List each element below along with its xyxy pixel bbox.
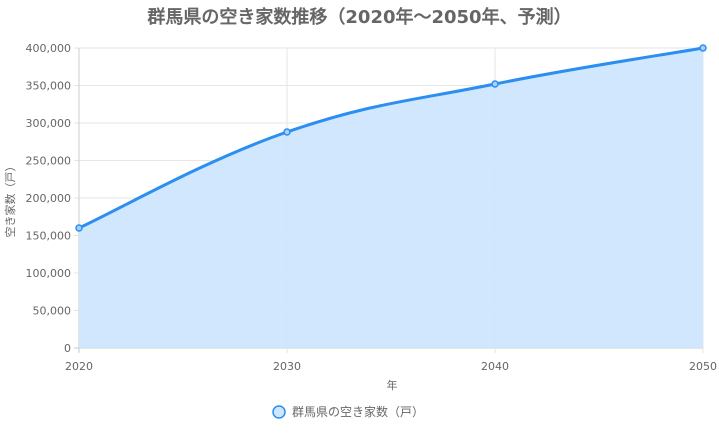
y-axis-title: 空き家数（戸） bbox=[3, 161, 17, 238]
y-axis-ticks: 0 50,000 100,000 150,000 200,000 250,000 300,0… bbox=[26, 42, 72, 355]
y-tick-label: 50,000 bbox=[33, 305, 72, 318]
data-point[interactable] bbox=[283, 128, 291, 136]
x-tick-label: 2030 bbox=[273, 360, 301, 373]
y-tick-label: 250,000 bbox=[26, 155, 72, 168]
y-tick-label: 350,000 bbox=[26, 80, 72, 93]
y-tick-label: 400,000 bbox=[26, 42, 72, 55]
y-tick-label: 100,000 bbox=[26, 267, 72, 280]
x-axis-ticks: 2020 2030 2040 2050 bbox=[65, 360, 717, 373]
series-area bbox=[75, 44, 707, 348]
chart-title: 群馬県の空き家数推移（2020年～2050年、予測） bbox=[147, 6, 571, 28]
series-area-fill bbox=[79, 48, 703, 348]
data-point[interactable] bbox=[699, 44, 707, 52]
legend-label[interactable]: 群馬県の空き家数（戸） bbox=[292, 404, 424, 419]
series-line bbox=[77, 46, 705, 230]
data-point[interactable] bbox=[75, 224, 83, 232]
legend[interactable]: 群馬県の空き家数（戸） bbox=[272, 404, 424, 419]
y-tick-label: 0 bbox=[64, 342, 71, 355]
x-axis-title: 年 bbox=[387, 378, 398, 392]
legend-swatch[interactable] bbox=[272, 405, 286, 419]
data-point[interactable] bbox=[491, 80, 499, 88]
y-tick-label: 300,000 bbox=[26, 117, 72, 130]
x-tick-label: 2020 bbox=[65, 360, 93, 373]
x-tick-label: 2040 bbox=[481, 360, 509, 373]
x-tick-label: 2050 bbox=[689, 360, 717, 373]
y-tick-label: 200,000 bbox=[26, 192, 72, 205]
y-tick-label: 150,000 bbox=[26, 230, 72, 243]
